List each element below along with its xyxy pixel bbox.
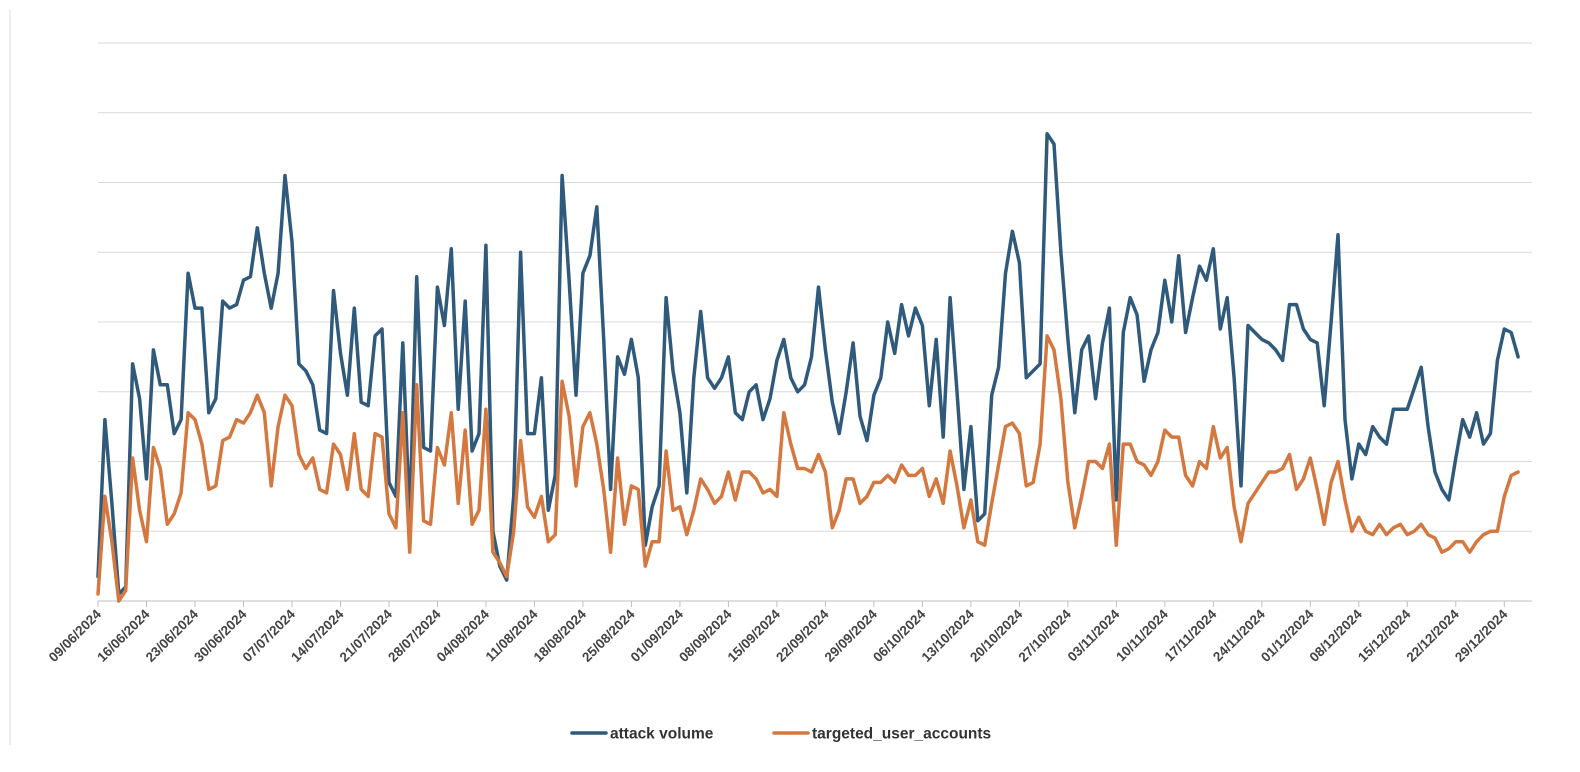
series-line-targeted-user-accounts [96, 334, 1520, 603]
x-tick-label: 04/08/2024 [434, 606, 493, 665]
x-axis: 09/06/202416/06/202423/06/202430/06/2024… [46, 601, 1511, 665]
legend: attack volume targeted_user_accounts [570, 726, 991, 743]
x-tick-label: 29/12/2024 [1452, 606, 1511, 665]
series-layer [96, 131, 1520, 603]
legend-label-targeted-user-accounts: targeted_user_accounts [812, 726, 991, 743]
x-tick-label: 27/10/2024 [1016, 606, 1075, 665]
series-line-attack-volume [96, 131, 1520, 596]
legend-label-attack-volume: attack volume [610, 726, 714, 743]
